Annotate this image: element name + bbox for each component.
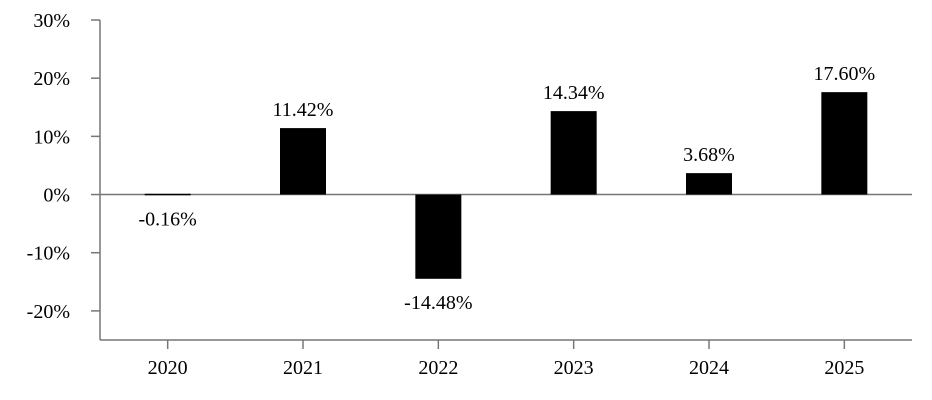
bar bbox=[280, 128, 326, 195]
bar bbox=[550, 111, 597, 195]
x-tick-label: 2023 bbox=[554, 357, 594, 379]
y-tick-label: -10% bbox=[27, 243, 70, 265]
data-labels: -0.16% 11.42% -14.48% 14.34% 3.68% 17.60% bbox=[139, 63, 876, 314]
bar bbox=[144, 193, 191, 196]
data-label: -14.48% bbox=[404, 292, 472, 314]
x-axis: 2020 2021 2022 2023 2024 2025 bbox=[100, 193, 912, 379]
y-tick-label: 0% bbox=[43, 185, 70, 207]
y-tick-label: 10% bbox=[33, 126, 70, 148]
y-tick-label: 20% bbox=[33, 68, 70, 90]
data-label: 17.60% bbox=[813, 63, 875, 85]
x-tick-label: 2020 bbox=[148, 357, 188, 379]
data-label: 14.34% bbox=[543, 82, 605, 104]
x-tick-label: 2021 bbox=[283, 357, 323, 379]
y-tick-label: 30% bbox=[33, 10, 70, 32]
data-label: -0.16% bbox=[139, 208, 197, 230]
x-tick-label: 2025 bbox=[824, 357, 864, 379]
x-tick-label: 2022 bbox=[418, 357, 458, 379]
bars bbox=[144, 92, 868, 279]
bar bbox=[415, 194, 462, 279]
y-tick-label: -20% bbox=[27, 301, 70, 323]
data-label: 3.68% bbox=[683, 144, 735, 166]
bar bbox=[821, 92, 868, 195]
data-label: 11.42% bbox=[273, 99, 334, 121]
x-tick-label: 2024 bbox=[689, 357, 729, 379]
bar bbox=[686, 173, 732, 195]
y-axis: 30% 20% 10% 0% -10% -20% bbox=[27, 10, 101, 340]
